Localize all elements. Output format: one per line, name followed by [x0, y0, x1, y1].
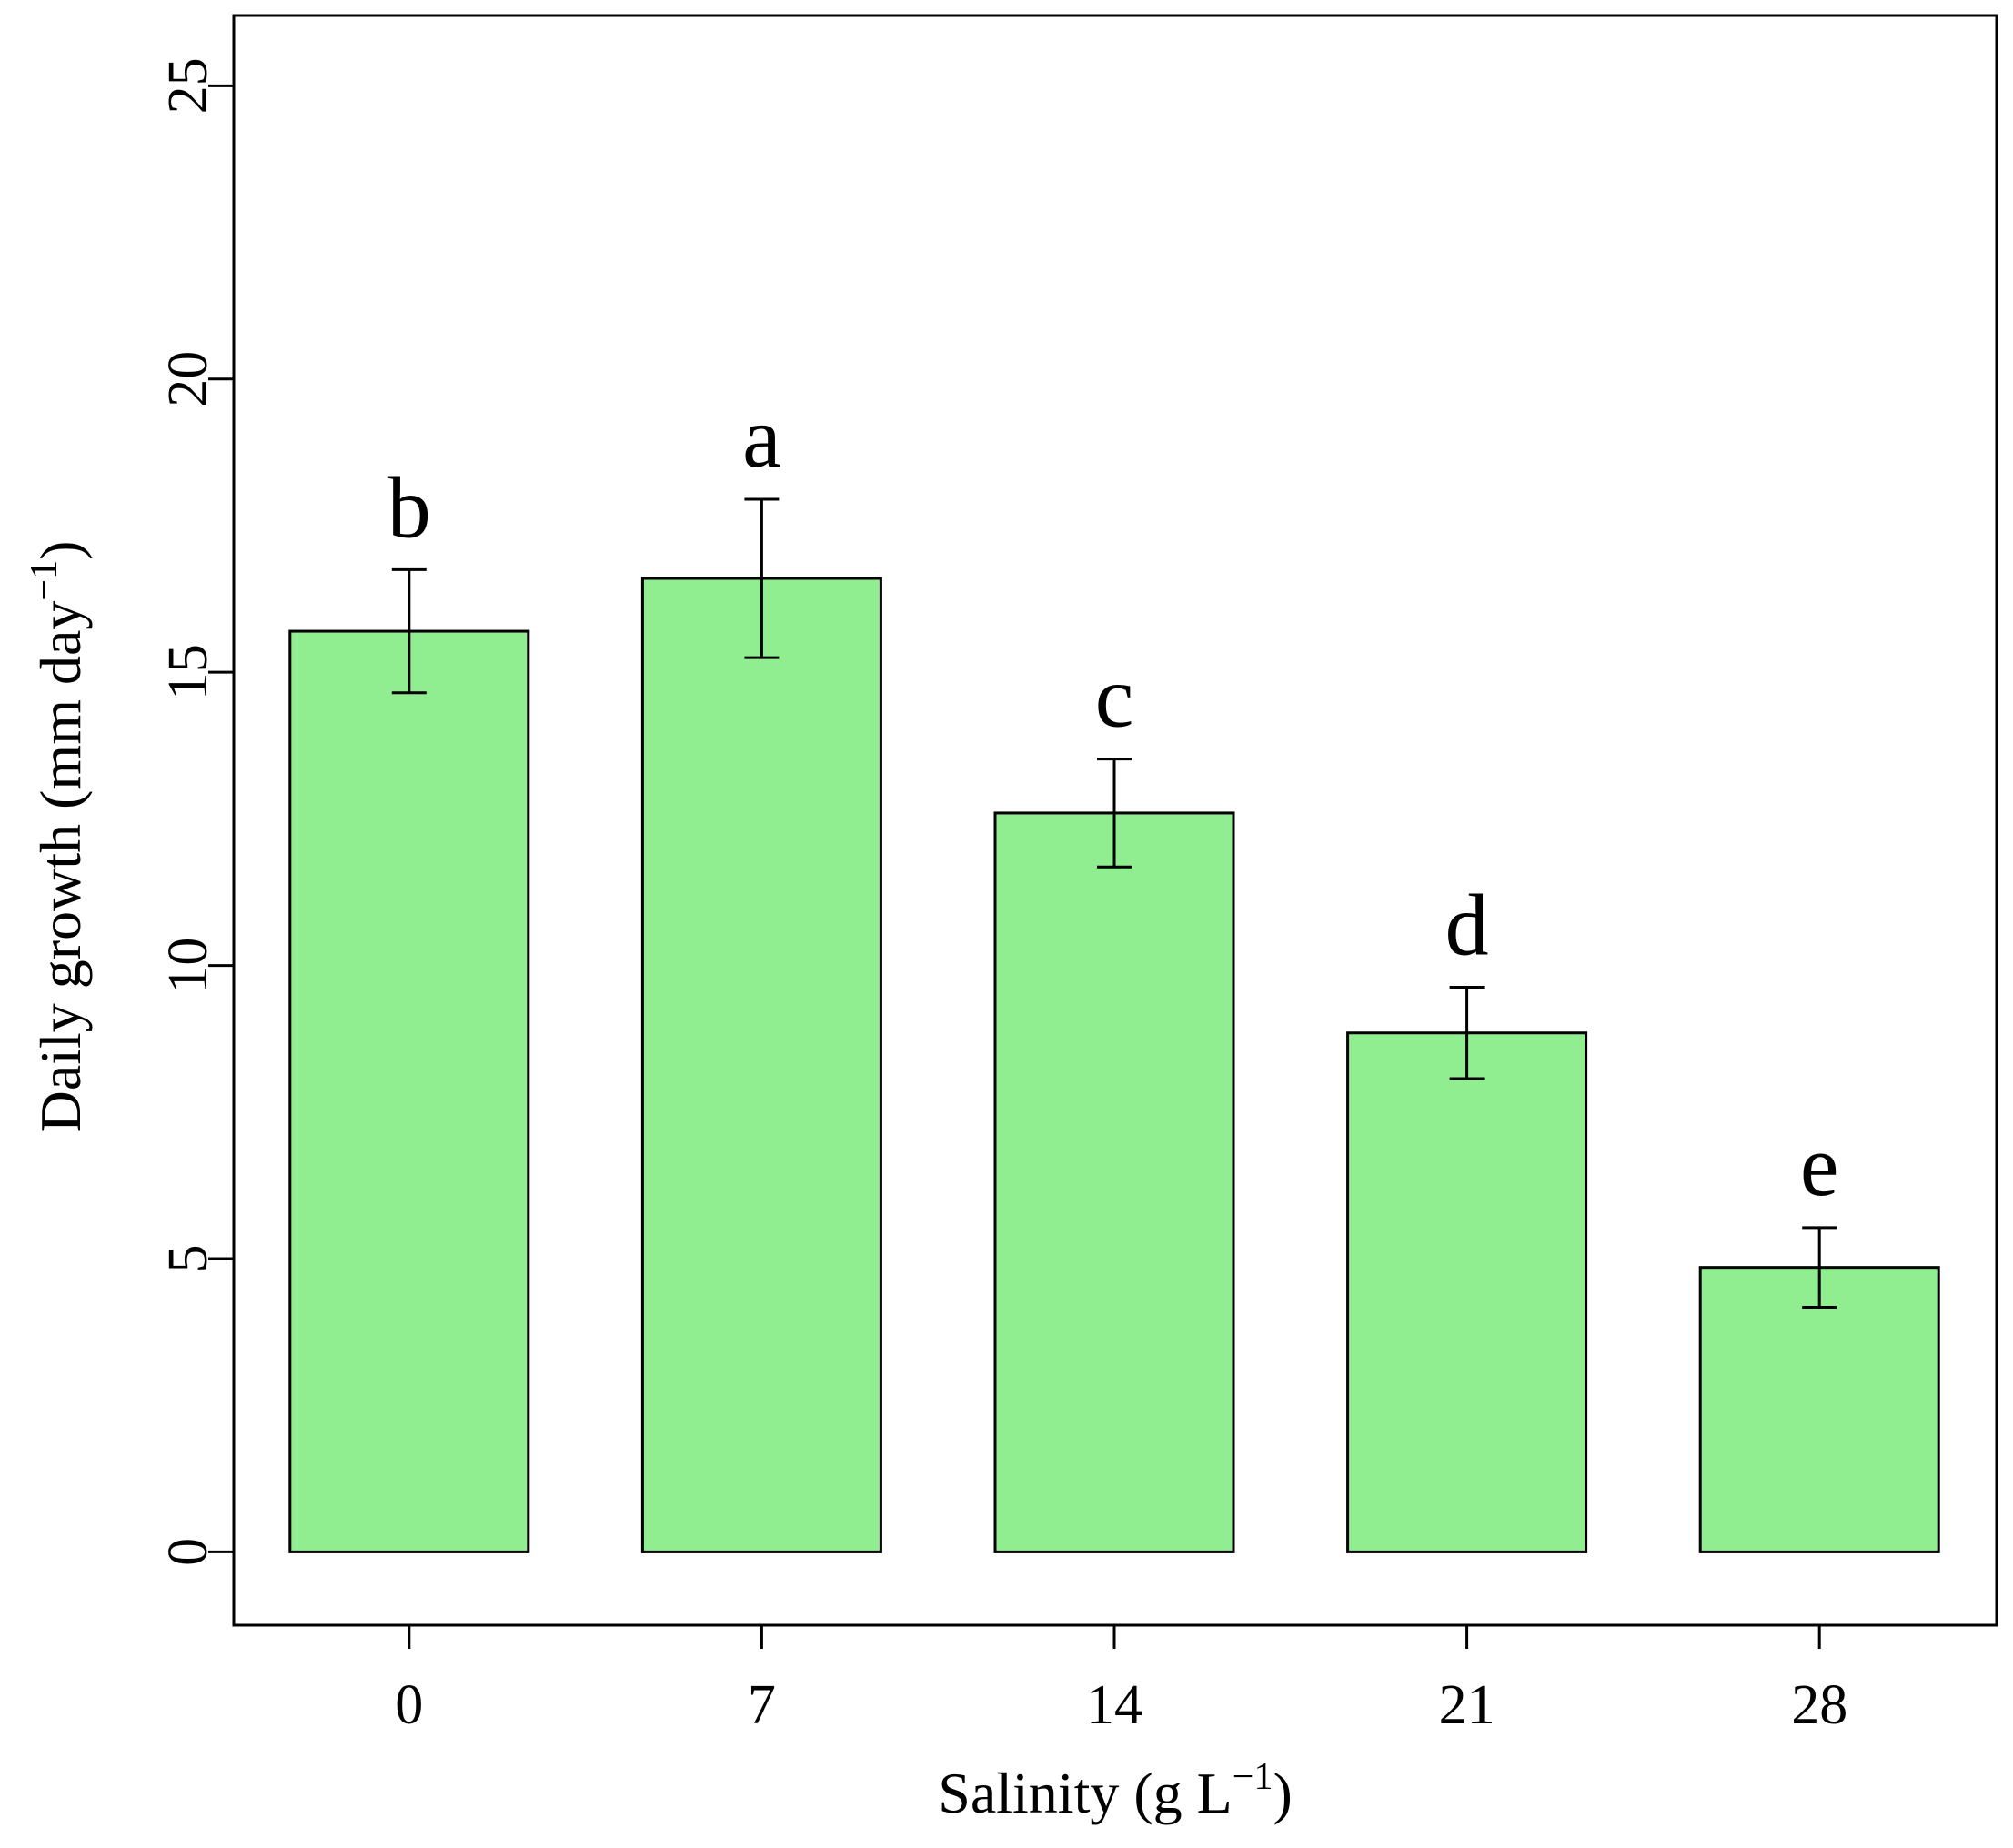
error-bar-7 [744, 497, 780, 659]
significance-letter-28: e [1800, 1117, 1839, 1214]
y-tick-label: 10 [157, 938, 219, 994]
y-tick-label: 0 [157, 1538, 219, 1566]
significance-letter-14: c [1095, 648, 1134, 746]
y-tick-label: 20 [157, 351, 219, 407]
x-axis-title-superscript: −1 [1233, 1756, 1273, 1798]
significance-letters-group: b a c d e [388, 388, 1839, 1214]
y-axis-title-superscript: −1 [24, 560, 65, 601]
bar-21 [1346, 1031, 1588, 1553]
error-bar-14 [1097, 758, 1132, 869]
x-tick-label: 21 [1439, 1674, 1495, 1736]
y-axis-title-main: Daily growth (mm day [28, 601, 93, 1133]
error-bar-21 [1449, 985, 1485, 1080]
x-tick-label: 14 [1086, 1674, 1142, 1736]
significance-letter-7: a [742, 388, 781, 486]
bar-14 [993, 811, 1235, 1553]
bars-group [288, 577, 1940, 1553]
x-tick-label: 7 [748, 1674, 776, 1736]
x-axis-title-main: Salinity (g L [938, 1761, 1233, 1825]
significance-letter-0: b [388, 458, 431, 556]
y-axis: 0 5 10 15 20 25 [157, 57, 234, 1566]
y-tick-label: 5 [157, 1244, 219, 1272]
x-axis-title: Salinity (g L−1) [938, 1756, 1293, 1825]
bar-28 [1698, 1266, 1940, 1553]
significance-letter-21: d [1445, 876, 1489, 973]
bar-7 [640, 577, 882, 1553]
bar-0 [288, 629, 530, 1553]
error-bar-0 [391, 567, 427, 695]
y-tick-label: 15 [157, 644, 219, 700]
x-tick-label: 0 [395, 1674, 423, 1736]
y-tick-label: 25 [157, 57, 219, 114]
error-bar-28 [1802, 1226, 1837, 1310]
y-axis-title-end: ) [28, 541, 93, 560]
error-bars-group [391, 497, 1837, 1310]
x-axis: 0 7 14 21 28 [395, 1625, 1847, 1736]
x-tick-label: 28 [1791, 1674, 1847, 1736]
y-axis-title: Daily growth (mm day−1) [24, 541, 93, 1133]
x-axis-title-end: ) [1273, 1761, 1292, 1825]
